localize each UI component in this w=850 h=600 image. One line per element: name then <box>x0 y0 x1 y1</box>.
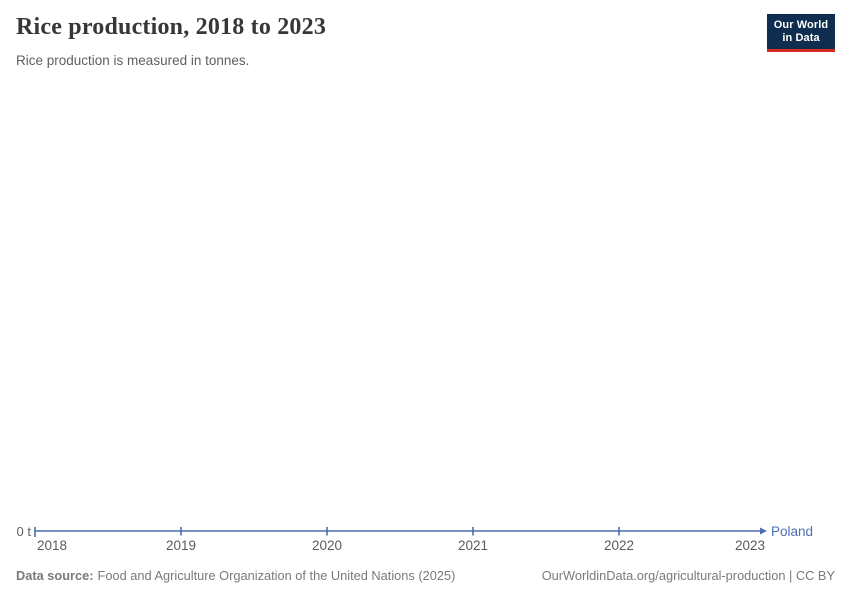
data-source: Data source: Food and Agriculture Organi… <box>16 568 455 583</box>
chart-footer: Data source: Food and Agriculture Organi… <box>0 568 850 583</box>
owid-logo-line1: Our World <box>773 18 829 31</box>
attribution-link[interactable]: OurWorldinData.org/agricultural-producti… <box>541 568 835 583</box>
x-tick-label-2023: 2023 <box>734 538 765 553</box>
y-axis-zero-label: 0 t <box>16 524 31 539</box>
x-tick-label-2020: 2020 <box>311 538 343 553</box>
series-label-poland: Poland <box>771 524 814 539</box>
owid-logo-line2: in Data <box>782 31 820 44</box>
owid-logo[interactable]: Our World in Data <box>767 14 835 52</box>
line-end-marker <box>760 527 767 535</box>
x-tick-label-2022: 2022 <box>603 538 635 553</box>
chart-subtitle: Rice production is measured in tonnes. <box>16 53 250 68</box>
data-source-label: Data source: <box>16 568 94 583</box>
x-axis-and-series-line <box>34 527 767 537</box>
data-source-text: Food and Agriculture Organization of the… <box>97 568 456 583</box>
x-tick-label-2021: 2021 <box>457 538 489 553</box>
x-tick-label-2018: 2018 <box>37 538 68 553</box>
x-tick-label-2019: 2019 <box>165 538 197 553</box>
page-title: Rice production, 2018 to 2023 <box>16 14 327 40</box>
